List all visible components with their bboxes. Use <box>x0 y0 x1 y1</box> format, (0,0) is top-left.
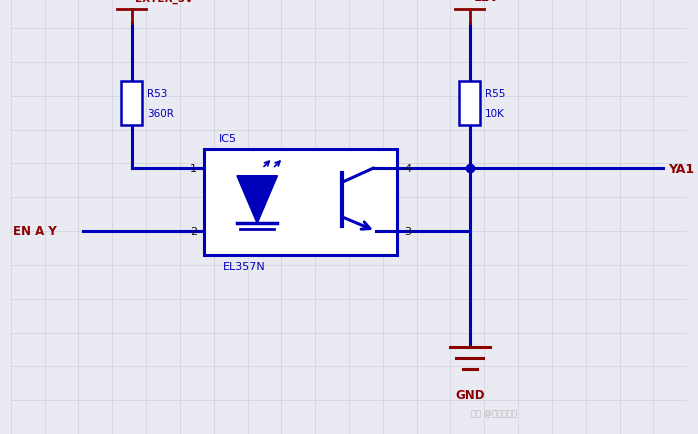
Text: 360R: 360R <box>147 108 174 118</box>
Text: 知乎 @硬件实战君: 知乎 @硬件实战君 <box>471 408 517 417</box>
Polygon shape <box>237 176 278 224</box>
Text: EXTER_5V: EXTER_5V <box>135 0 193 4</box>
Text: 2: 2 <box>190 227 197 237</box>
Text: 12V: 12V <box>474 0 499 4</box>
Text: EL357N: EL357N <box>223 261 266 271</box>
Text: EN A Y: EN A Y <box>13 225 57 238</box>
Bar <box>204 149 397 256</box>
Bar <box>121 82 142 125</box>
Text: 10K: 10K <box>485 108 505 118</box>
Text: 3: 3 <box>405 227 412 237</box>
Bar <box>459 82 480 125</box>
Text: 1: 1 <box>190 164 197 174</box>
Text: YA1: YA1 <box>668 162 694 175</box>
Text: R53: R53 <box>147 89 168 99</box>
Text: R55: R55 <box>485 89 505 99</box>
Text: GND: GND <box>455 388 484 401</box>
Text: 4: 4 <box>405 164 412 174</box>
Text: IC5: IC5 <box>218 134 237 144</box>
